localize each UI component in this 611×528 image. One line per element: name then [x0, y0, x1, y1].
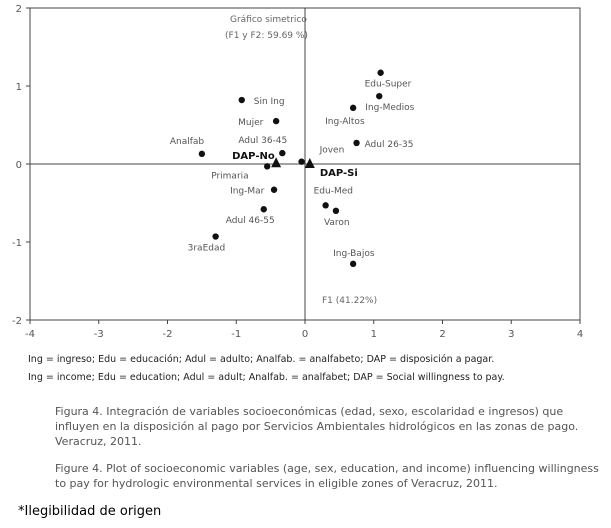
footnote: *Ilegibilidad de origen — [18, 504, 162, 519]
point-dot — [298, 158, 305, 165]
y-tick-label: -1 — [12, 238, 22, 249]
point-dot — [270, 186, 278, 193]
scatter-plot: -4 -3 -2 -1 0 1 2 3 4 2 1 0 -1 -2 Edu-Super Ing-Medios… — [12, 4, 583, 340]
abbreviations-es: Ing = ingreso; Edu = educación; Adul = a… — [28, 354, 495, 365]
point-label: Joven — [319, 146, 345, 156]
point-label: Adul 36-45 — [238, 136, 287, 146]
point-triangle — [304, 158, 315, 168]
point-label: 3raEdad — [188, 244, 226, 254]
y-tick-label: 0 — [16, 160, 22, 171]
point-label: Adul 26-35 — [365, 140, 414, 150]
point-dot — [349, 260, 357, 268]
point-dot — [238, 96, 245, 104]
point-label: Ing-Bajos — [333, 249, 375, 259]
point-label: Primaria — [211, 171, 248, 181]
point-dot — [353, 139, 360, 147]
point-dot — [272, 117, 280, 125]
point-label: Sin Ing — [254, 97, 285, 107]
point-label: Adul 46-55 — [226, 216, 275, 226]
point-label: Ing-Altos — [325, 117, 365, 127]
point-dot — [260, 206, 267, 213]
x-tick-label: 0 — [302, 329, 308, 340]
chart-subtitle: (F1 y F2: 59.69 %) — [225, 31, 308, 41]
y-tick-label: 2 — [16, 4, 22, 15]
point-label: Analfab — [170, 137, 205, 147]
point-label: DAP-No — [232, 151, 275, 162]
point-dot — [377, 69, 384, 76]
x-tick-label: 3 — [508, 329, 514, 340]
x-tick-label: 4 — [577, 329, 583, 340]
point-dot — [279, 149, 286, 157]
point-dot — [349, 104, 357, 112]
x-axis-label: F1 (41.22%) — [322, 296, 377, 306]
point-label: Mujer — [238, 118, 264, 128]
point-label: Varon — [324, 218, 350, 228]
point-label: DAP-Si — [320, 168, 358, 179]
point-label: Edu-Super — [365, 80, 412, 90]
point-dot — [376, 92, 383, 100]
y-tick-label: 1 — [16, 82, 22, 93]
point-dot — [322, 202, 329, 209]
point-label: Ing-Medios — [365, 103, 414, 113]
point-dot — [263, 163, 271, 170]
ticks: -4 -3 -2 -1 0 1 2 3 4 2 1 0 -1 -2 — [12, 4, 583, 340]
x-tick-label: -4 — [25, 329, 35, 340]
x-tick-label: -2 — [163, 329, 173, 340]
y-tick-label: -2 — [12, 316, 22, 327]
point-dot — [332, 207, 340, 214]
point-triangle — [271, 157, 282, 168]
x-tick-label: 1 — [371, 329, 377, 340]
point-label: Ing-Mar — [230, 187, 265, 197]
chart-title: Gráfico simetrico — [230, 15, 307, 25]
x-tick-label: -1 — [231, 329, 241, 340]
caption-en: Figure 4. Plot of socioeconomic variable… — [55, 462, 599, 490]
x-tick-label: 2 — [439, 329, 445, 340]
point-dot — [198, 150, 206, 158]
caption-es: Figura 4. Integración de variables socio… — [55, 405, 579, 448]
point-label: Edu-Med — [314, 186, 353, 196]
x-tick-label: -3 — [94, 329, 104, 340]
point-dot — [212, 233, 219, 240]
abbreviations-en: Ing = income; Edu = education; Adul = ad… — [28, 372, 505, 383]
axes — [29, 7, 581, 321]
